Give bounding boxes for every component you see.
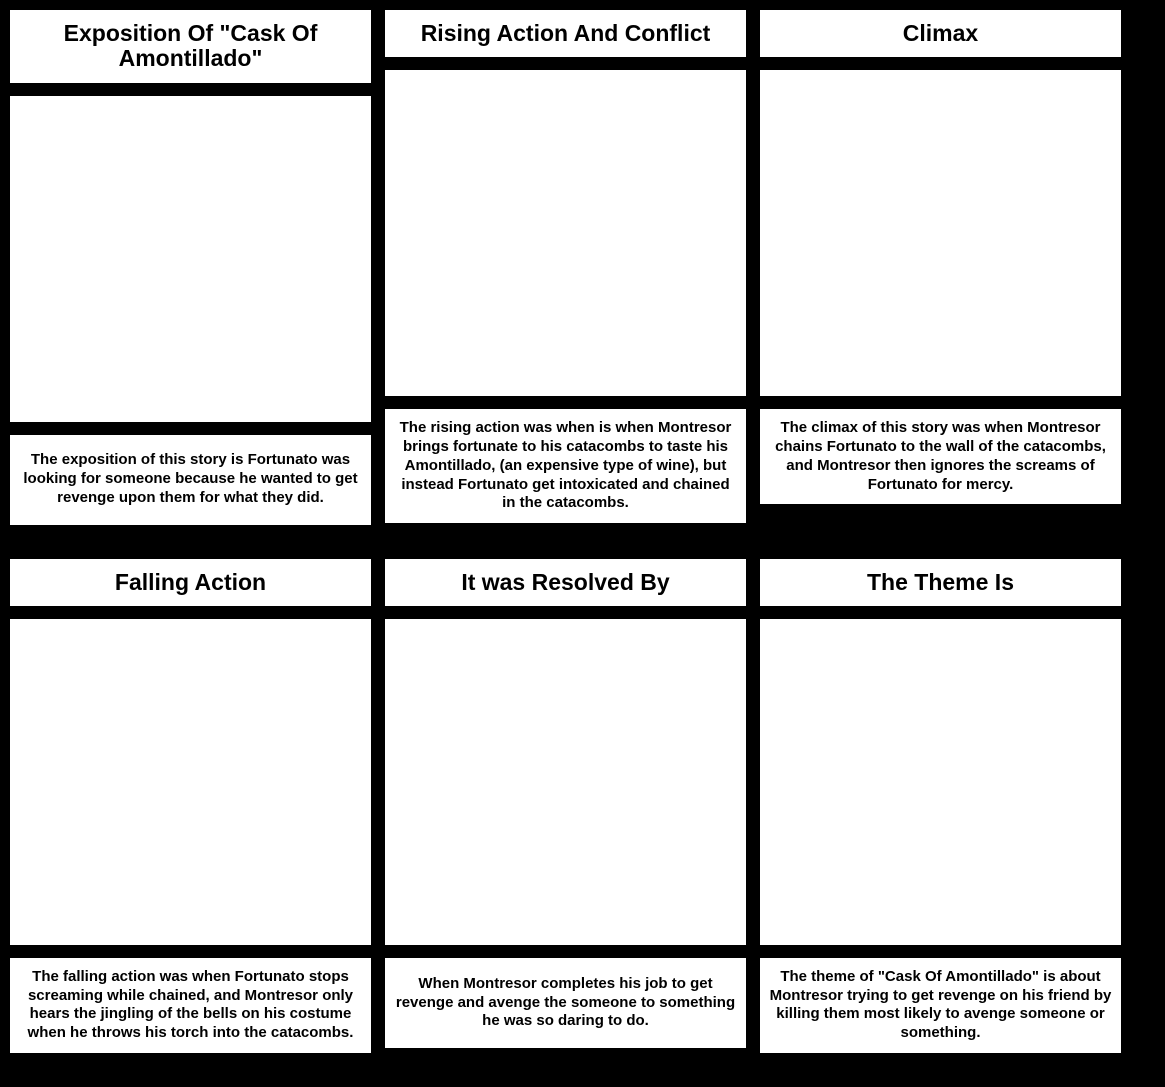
panel-title: Exposition Of "Cask Of Amontillado"	[8, 8, 373, 85]
panel-description: The rising action was when is when Montr…	[383, 407, 748, 525]
panel-description: The falling action was when Fortunato st…	[8, 956, 373, 1055]
panel-description: The climax of this story was when Montre…	[758, 407, 1123, 506]
storyboard-grid: Exposition Of "Cask Of Amontillado" The …	[8, 8, 1157, 1055]
panel-image-placeholder	[758, 68, 1123, 398]
panel-title: Climax	[758, 8, 1123, 59]
panel-resolution: It was Resolved By When Montresor comple…	[383, 557, 748, 1055]
panel-image-placeholder	[758, 617, 1123, 947]
panel-image-placeholder	[8, 617, 373, 947]
panel-title: It was Resolved By	[383, 557, 748, 608]
panel-rising-action: Rising Action And Conflict The rising ac…	[383, 8, 748, 527]
panel-description: The theme of "Cask Of Amontillado" is ab…	[758, 956, 1123, 1055]
panel-description: When Montresor completes his job to get …	[383, 956, 748, 1050]
panel-title: Rising Action And Conflict	[383, 8, 748, 59]
panel-exposition: Exposition Of "Cask Of Amontillado" The …	[8, 8, 373, 527]
panel-theme: The Theme Is The theme of "Cask Of Amont…	[758, 557, 1123, 1055]
panel-falling-action: Falling Action The falling action was wh…	[8, 557, 373, 1055]
panel-title: Falling Action	[8, 557, 373, 608]
panel-image-placeholder	[8, 94, 373, 424]
panel-description: The exposition of this story is Fortunat…	[8, 433, 373, 527]
panel-climax: Climax The climax of this story was when…	[758, 8, 1123, 527]
panel-image-placeholder	[383, 68, 748, 398]
panel-title: The Theme Is	[758, 557, 1123, 608]
panel-image-placeholder	[383, 617, 748, 947]
